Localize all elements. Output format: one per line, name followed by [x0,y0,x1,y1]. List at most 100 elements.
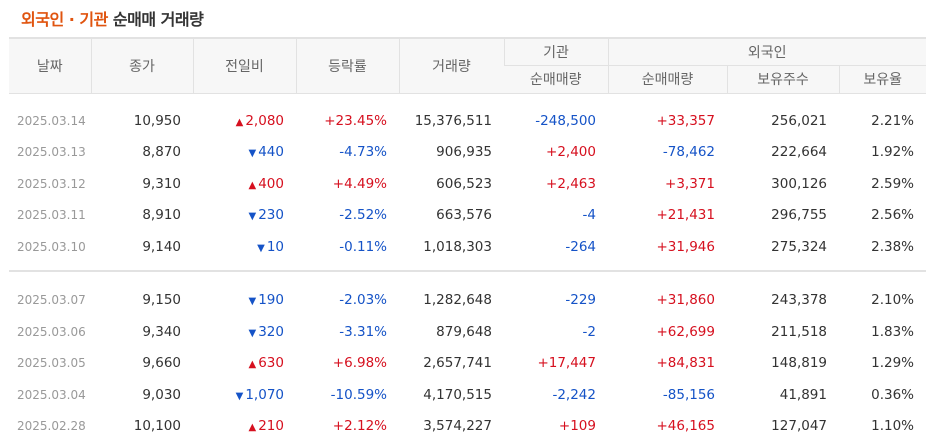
inst-net-cell: +2,463 [546,175,596,192]
col-header-foreign-holdings: 보유주수 [726,65,839,94]
change-value: 190 [258,292,284,309]
inst-net-cell: -264 [565,238,596,255]
foreign-ratio-cell: 2.21% [871,112,914,129]
inst-net-cell: +2,400 [546,144,596,161]
change-value: 1,070 [245,386,284,403]
investor-trading-table: 날짜 종가 전일비 등락률 거래량 기관 외국인 순매매량 순매매량 보유주수 … [9,37,926,442]
foreign-holdings-cell: 41,891 [779,386,827,403]
triangle-down-icon: ▼ [248,296,257,308]
close-cell: 10,100 [133,418,181,435]
volume-cell: 879,648 [436,323,492,340]
col-header-volume: 거래량 [398,37,504,94]
volume-cell: 663,576 [436,207,492,224]
foreign-holdings-cell: 211,518 [771,323,827,340]
col-header-rate: 등락률 [295,37,399,94]
foreign-holdings-cell: 256,021 [771,112,827,129]
change-value: 2,080 [245,112,284,129]
triangle-up-icon: ▲ [235,116,244,128]
date-cell: 2025.03.12 [17,176,86,191]
col-header-foreign-net: 순매매량 [607,65,727,94]
volume-cell: 606,523 [436,175,492,192]
change-cell: ▲ 630 [193,348,296,380]
table-row: 2025.03.11 8,910 ▼ 230 -2.52% 663,576 -4 +21,43… [9,200,926,232]
inst-net-cell: +17,447 [537,355,596,372]
table-row: 2025.03.10 9,140 ▼ 10 -0.11% 1,018,303 -264 +31… [9,231,926,263]
date-cell: 2025.03.10 [17,239,86,254]
change-value: 440 [258,144,284,161]
triangle-up-icon: ▲ [248,422,257,434]
foreign-net-cell: +31,946 [656,238,715,255]
date-cell: 2025.03.06 [17,324,86,339]
rate-cell: -4.73% [339,144,387,161]
triangle-down-icon: ▼ [235,390,244,402]
close-cell: 9,660 [142,355,181,372]
volume-cell: 3,574,227 [423,418,492,435]
foreign-ratio-cell: 2.56% [871,207,914,224]
triangle-up-icon: ▲ [248,179,257,191]
change-cell: ▲ 400 [193,168,296,200]
change-value: 320 [258,323,284,340]
table-row: 2025.03.06 9,340 ▼ 320 -3.31% 879,648 -2 +62,69… [9,316,926,348]
foreign-net-cell: +84,831 [656,355,715,372]
volume-cell: 2,657,741 [423,355,492,372]
change-cell: ▲ 2,080 [193,105,296,137]
rate-cell: -2.52% [339,207,387,224]
inst-net-cell: -248,500 [535,112,596,129]
date-cell: 2025.02.28 [17,419,86,434]
rate-cell: +4.49% [332,175,387,192]
change-value: 630 [258,355,284,372]
triangle-down-icon: ▼ [248,327,257,339]
table-row: 2025.03.13 8,870 ▼ 440 -4.73% 906,935 +2,400 -7… [9,137,926,169]
change-cell: ▼ 190 [193,285,296,317]
foreign-ratio-cell: 1.29% [871,355,914,372]
col-header-inst-net: 순매매량 [504,65,608,94]
inst-net-cell: -2,242 [552,386,596,403]
inst-net-cell: +109 [558,418,596,435]
volume-cell: 1,282,648 [423,292,492,309]
foreign-holdings-cell: 127,047 [771,418,827,435]
foreign-net-cell: +62,699 [656,323,715,340]
foreign-net-cell: +31,860 [656,292,715,309]
foreign-ratio-cell: 1.10% [871,418,914,435]
volume-cell: 15,376,511 [414,112,492,129]
col-header-close: 종가 [90,37,193,94]
change-cell: ▼ 440 [193,137,296,169]
table-row: 2025.03.04 9,030 ▼ 1,070 -10.59% 4,170,515 -2,… [9,379,926,411]
rate-cell: +23.45% [324,112,387,129]
inst-net-cell: -4 [582,207,596,224]
foreign-holdings-cell: 296,755 [771,207,827,224]
volume-cell: 4,170,515 [423,386,492,403]
change-cell: ▲ 210 [193,411,296,443]
table-row: 2025.03.14 10,950 ▲ 2,080 +23.45% 15,376,511 -… [9,105,926,137]
foreign-holdings-cell: 148,819 [771,355,827,372]
rate-cell: +2.12% [332,418,387,435]
change-cell: ▼ 10 [193,231,296,263]
inst-net-cell: -229 [565,292,596,309]
foreign-net-cell: -85,156 [662,386,715,403]
foreign-net-cell: +46,165 [656,418,715,435]
foreign-ratio-cell: 2.38% [871,238,914,255]
change-value: 230 [258,207,284,224]
rate-cell: -0.11% [339,238,387,255]
date-cell: 2025.03.14 [17,113,86,128]
close-cell: 8,910 [142,207,181,224]
close-cell: 9,030 [142,386,181,403]
col-group-foreign: 외국인 [607,37,926,66]
foreign-ratio-cell: 2.10% [871,292,914,309]
section-title: 외국인 · 기관 순매매 거래량 [21,9,204,31]
foreign-ratio-cell: 1.83% [871,323,914,340]
col-header-foreign-ratio: 보유율 [838,65,926,94]
section-title-rest: 순매매 거래량 [107,10,204,29]
triangle-down-icon: ▼ [257,242,265,254]
foreign-net-cell: +21,431 [656,207,715,224]
close-cell: 9,310 [142,175,181,192]
volume-cell: 1,018,303 [423,238,492,255]
table-row: 2025.03.07 9,150 ▼ 190 -2.03% 1,282,648 -229 +3… [9,285,926,317]
rate-cell: -2.03% [339,292,387,309]
col-group-institution: 기관 [503,37,608,66]
foreign-net-cell: -78,462 [662,144,715,161]
close-cell: 10,950 [133,112,181,129]
change-value: 10 [266,238,284,255]
volume-cell: 906,935 [436,144,492,161]
foreign-net-cell: +3,371 [665,175,715,192]
